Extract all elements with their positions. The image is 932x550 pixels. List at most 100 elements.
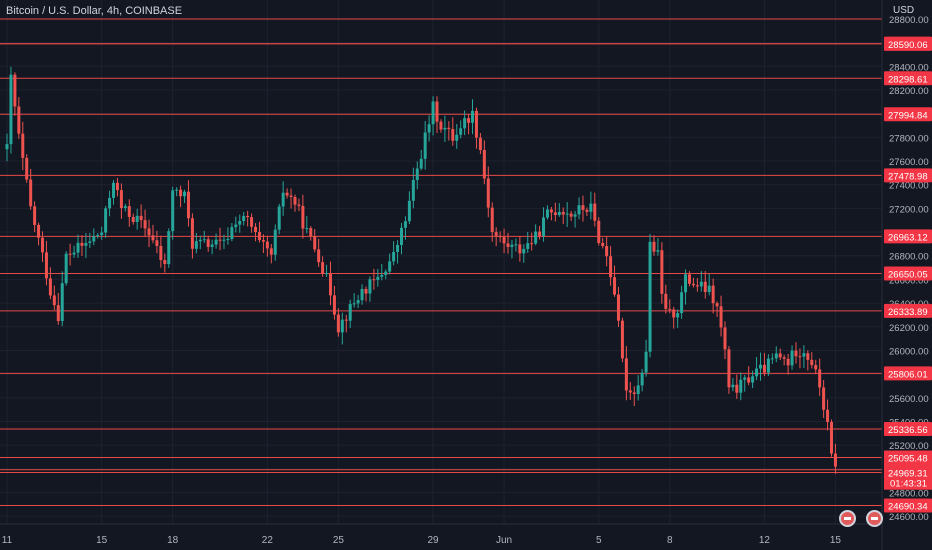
candle-body [707,285,711,292]
level-value: 28590.06 [888,40,928,51]
candle-body [498,235,502,238]
candle-body [230,227,234,240]
candle-body [143,220,147,229]
candle-body [206,239,210,247]
candle-body [798,356,802,358]
candle-body [715,303,719,307]
candle-body [175,189,179,191]
x-tick-label: 18 [167,535,179,546]
candle-body [202,239,206,241]
flag-icon[interactable] [866,510,883,527]
y-tick-label: 25200.00 [889,441,929,452]
candle-body [25,157,29,180]
candle-body [257,232,261,241]
candle-body [285,192,289,196]
candle-body [356,300,360,304]
candle-body [778,353,782,358]
candle-body [226,239,230,241]
candle-body [265,241,269,249]
level-value: 25336.56 [888,425,928,436]
flag-icon[interactable] [839,510,856,527]
candle-body [719,306,723,328]
candle-body [198,239,202,242]
candle-body [664,293,668,309]
candle-body [660,250,664,294]
currency-label: USD [893,5,915,16]
y-tick-label: 26800.00 [889,252,929,263]
candle-body [609,256,613,278]
candle-body [628,390,632,393]
candle-body [782,357,786,359]
candle-body [743,377,747,380]
candle-body [770,358,774,360]
candle-body [313,236,317,250]
candle-body [620,320,624,359]
candle-body [443,127,447,130]
candle-body [108,197,112,209]
candle-body [147,228,151,236]
level-value: 26963.12 [888,232,928,243]
candle-body [739,379,743,393]
candle-body [459,128,463,135]
candle-body [29,179,33,207]
candle-body [553,212,557,216]
candle-body [119,190,123,209]
candle-body [431,101,435,125]
candle-body [281,192,285,207]
y-tick-label: 27600.00 [889,157,929,168]
candle-body [135,215,139,222]
candle-body [250,217,254,227]
candle-body [589,203,593,212]
candle-body [289,195,293,198]
y-tick-label: 27200.00 [889,204,929,215]
candle-body [691,283,695,286]
candle-body [490,207,494,233]
candle-body [411,180,415,201]
y-tick-label: 26200.00 [889,323,929,334]
candle-body [672,309,676,318]
candle-body [644,351,648,373]
y-axis: 24600.0024800.0025000.0025200.0025400.00… [881,0,932,550]
candle-body [242,215,246,221]
candle-body [139,215,143,221]
candle-body [467,118,471,123]
level-price-label: 27478.98 [884,168,932,183]
candle-body [549,209,553,213]
level-value: 26333.89 [888,307,928,318]
candle-body [758,364,762,369]
x-tick-label: Jun [496,535,512,546]
candle-body [731,384,735,388]
candle-body [348,304,352,321]
candle-body [37,224,41,238]
candle-body [774,353,778,359]
candle-body [171,190,175,232]
candle-body [806,353,810,360]
level-price-label: 25095.48 [884,450,932,465]
candle-body [72,252,76,255]
candle-body [297,204,301,206]
candle-body [321,262,325,274]
candle-body [41,237,45,253]
candle-body [100,232,104,236]
candle-body [833,453,837,467]
level-value: 27478.98 [888,171,928,182]
candle-body [64,253,68,284]
candle-body [451,129,455,141]
candle-body [380,274,384,277]
candle-body [277,206,281,230]
candle-body [305,228,309,230]
candle-body [352,303,356,305]
candle-body [814,365,818,370]
candle-body [711,285,715,304]
candle-body [392,251,396,262]
candle-body [471,110,475,123]
horizontal-levels [0,18,882,506]
candle-body [762,364,766,373]
candle-body [601,243,605,246]
candle-body [676,313,680,318]
candle-body [9,74,13,145]
x-tick-label: 25 [333,535,345,546]
candlestick-series [5,66,837,474]
candle-body [388,261,392,272]
